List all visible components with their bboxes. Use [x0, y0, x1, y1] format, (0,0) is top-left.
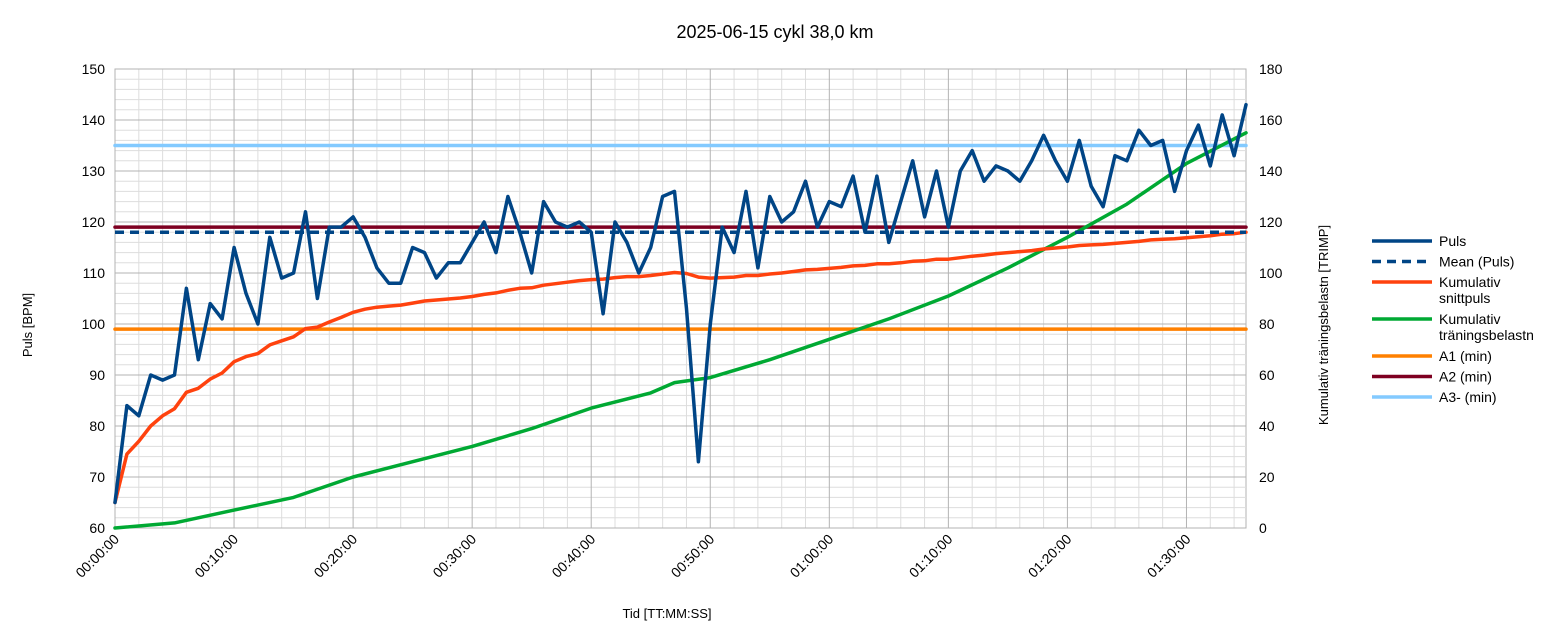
- y2-axis-label: Kumulativ träningsbelastn [TRIMP]: [1316, 225, 1331, 425]
- series-line-puls: [113, 102, 1248, 505]
- y2-tick-label: 180: [1259, 61, 1283, 77]
- legend-item: Puls: [1372, 233, 1466, 249]
- x-tick-label: 00:40:00: [548, 531, 598, 581]
- y-tick-label: 90: [89, 367, 105, 383]
- y-tick-label: 120: [82, 214, 106, 230]
- y2-tick-label: 60: [1259, 367, 1275, 383]
- x-axis-label: Tid [TT:MM:SS]: [622, 606, 711, 621]
- legend-label: A1 (min): [1439, 348, 1492, 364]
- x-tick-label: 01:00:00: [787, 531, 837, 581]
- y-tick-label: 110: [83, 265, 106, 281]
- y-tick-label: 150: [82, 61, 106, 77]
- legend-label: snittpuls: [1439, 290, 1490, 306]
- legend-label: A2 (min): [1439, 369, 1492, 385]
- y-tick-label: 60: [89, 520, 105, 536]
- x-tick-label: 00:20:00: [310, 531, 360, 581]
- x-tick-label: 01:20:00: [1025, 531, 1075, 581]
- y-tick-label: 100: [82, 316, 106, 332]
- legend-label: Kumulativ: [1439, 311, 1500, 327]
- y2-tick-label: 140: [1259, 163, 1283, 179]
- x-tick-label: 00:30:00: [429, 531, 479, 581]
- y2-tick-label: 20: [1259, 469, 1275, 485]
- legend-label: träningsbelastn: [1439, 327, 1534, 343]
- legend-label: Mean (Puls): [1439, 254, 1514, 270]
- legend-label: Puls: [1439, 233, 1466, 249]
- x-tick-label: 01:10:00: [906, 531, 956, 581]
- x-tick-label: 00:00:00: [72, 531, 122, 581]
- legend-item: A3- (min): [1372, 389, 1497, 405]
- series-line-kumulativ-snittpuls: [113, 230, 1248, 505]
- legend-label: Kumulativ: [1439, 274, 1500, 290]
- y-tick-label: 140: [82, 112, 106, 128]
- legend-item: A2 (min): [1372, 369, 1492, 385]
- plot-area: [114, 68, 1247, 529]
- y2-tick-label: 120: [1259, 214, 1283, 230]
- x-tick-label: 00:50:00: [668, 531, 718, 581]
- chart-title: 2025-06-15 cykl 38,0 km: [676, 22, 873, 42]
- x-tick-label: 00:10:00: [191, 531, 241, 581]
- y2-tick-label: 100: [1259, 265, 1283, 281]
- legend-item: A1 (min): [1372, 348, 1492, 364]
- y2-tick-label: 160: [1259, 112, 1283, 128]
- y2-tick-label: 80: [1259, 316, 1275, 332]
- legend-item: Mean (Puls): [1372, 254, 1514, 270]
- y-tick-label: 70: [89, 469, 105, 485]
- series-layer: [113, 102, 1248, 530]
- y2-tick-label: 0: [1259, 520, 1267, 536]
- y-tick-label: 130: [82, 163, 106, 179]
- grid-layer: [114, 68, 1247, 529]
- y2-tick-label: 40: [1259, 418, 1275, 434]
- y-tick-label: 80: [89, 418, 105, 434]
- y-axis-label: Puls [BPM]: [20, 293, 35, 357]
- legend-label: A3- (min): [1439, 389, 1497, 405]
- x-tick-label: 01:30:00: [1144, 531, 1194, 581]
